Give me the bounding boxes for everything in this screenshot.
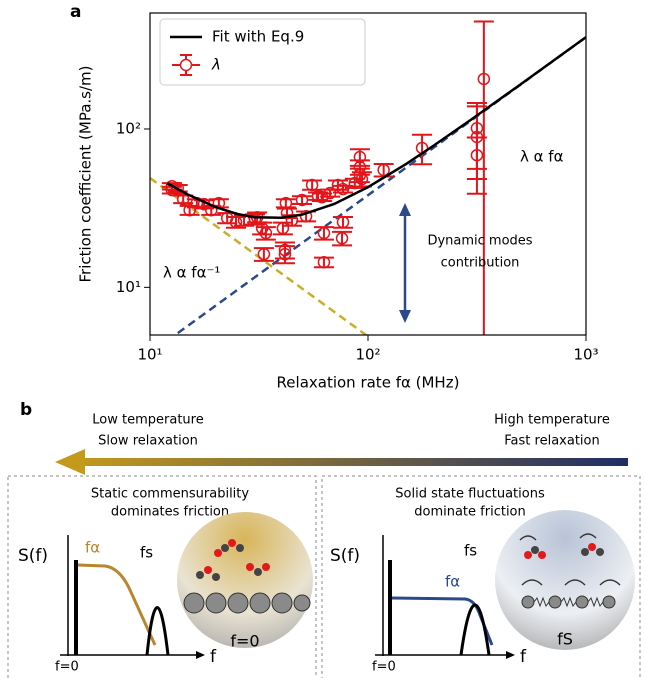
illustration-ball xyxy=(495,510,635,650)
molecules xyxy=(519,533,621,586)
axis-label: S(f) xyxy=(330,546,360,566)
spectrum-curve xyxy=(77,563,157,646)
x-tick-label: 10² xyxy=(355,346,380,364)
legend-label: Fit with Eq.9 xyxy=(212,28,304,46)
f-s-label: fs xyxy=(140,544,153,562)
data-point xyxy=(335,232,349,245)
arrow-head xyxy=(399,310,411,323)
data-point xyxy=(259,226,273,240)
panel-label: a xyxy=(70,2,81,22)
origin-label: f=0 xyxy=(55,660,79,675)
data-point xyxy=(336,215,350,229)
f-s-label: fs xyxy=(464,542,477,560)
data-point xyxy=(317,256,331,269)
box-title: Solid state fluctuations xyxy=(395,487,545,502)
f-alpha-label: fα xyxy=(85,539,100,557)
x-axis-label: Relaxation rate fα (MHz) xyxy=(277,374,460,392)
y-tick-label: 10² xyxy=(116,119,141,137)
legend-box xyxy=(159,18,366,86)
annotation: Dynamic modes xyxy=(427,234,532,249)
data-point xyxy=(278,247,292,261)
panel-label: b xyxy=(20,400,32,420)
data-point xyxy=(377,163,390,177)
annotation: contribution xyxy=(441,256,520,271)
arrow-head xyxy=(196,651,205,659)
data-point xyxy=(171,181,184,195)
illustration-ball xyxy=(177,512,313,648)
y-axis-label: Friction coefficient (MPa.s/m) xyxy=(77,65,95,282)
axis-label: S(f) xyxy=(18,546,48,566)
data-point xyxy=(477,72,491,86)
box-title: dominates friction xyxy=(111,505,229,520)
plot-area xyxy=(150,20,586,335)
data-point xyxy=(470,148,484,162)
data-point xyxy=(305,178,319,192)
f-alpha-label: fα xyxy=(445,573,460,591)
arrow-head xyxy=(55,449,85,475)
data-point xyxy=(285,214,299,227)
data-point xyxy=(317,226,331,240)
fit-line xyxy=(166,36,586,220)
data-point xyxy=(257,247,271,261)
box-title: dominate friction xyxy=(414,505,526,520)
arrow-label: Fast relaxation xyxy=(504,434,599,449)
box-title: Static commensurability xyxy=(91,487,249,502)
molecules xyxy=(196,539,270,581)
data-point xyxy=(295,193,309,207)
substrate-atoms xyxy=(183,592,311,614)
x-tick-label: 10¹ xyxy=(137,346,162,364)
substrate-atoms xyxy=(521,595,616,609)
ball-label: fS xyxy=(557,630,573,649)
origin-label: f=0 xyxy=(372,660,396,675)
spectrum-peak xyxy=(145,606,170,656)
data-point xyxy=(299,210,313,223)
x-tick-label: 10³ xyxy=(573,346,598,364)
arrow-head xyxy=(506,651,515,659)
y-tick-label: 10¹ xyxy=(116,278,141,296)
data-point xyxy=(355,172,369,186)
data-point xyxy=(276,222,290,235)
axis-label: f xyxy=(210,647,217,667)
arrow-label: Slow relaxation xyxy=(98,434,198,449)
arrow-head xyxy=(399,203,411,216)
spectrum-peak xyxy=(459,603,491,656)
asymptote-label: λ α fα⁻¹ xyxy=(163,264,220,282)
left-box xyxy=(7,475,317,678)
legend-label: λ xyxy=(211,56,221,74)
right-box xyxy=(321,475,641,678)
arrow-label: Low temperature xyxy=(92,413,203,428)
temperature-arrow xyxy=(75,458,628,466)
asymptote-label: λ α fα xyxy=(520,148,564,166)
legend-swatch xyxy=(179,58,193,72)
data-point xyxy=(229,215,243,229)
data-point xyxy=(336,182,350,196)
axis-label: f xyxy=(520,647,527,667)
data-point xyxy=(183,203,196,217)
arrow-label: High temperature xyxy=(494,413,610,428)
ball-label: f=0 xyxy=(230,632,259,651)
data-point xyxy=(248,213,262,226)
